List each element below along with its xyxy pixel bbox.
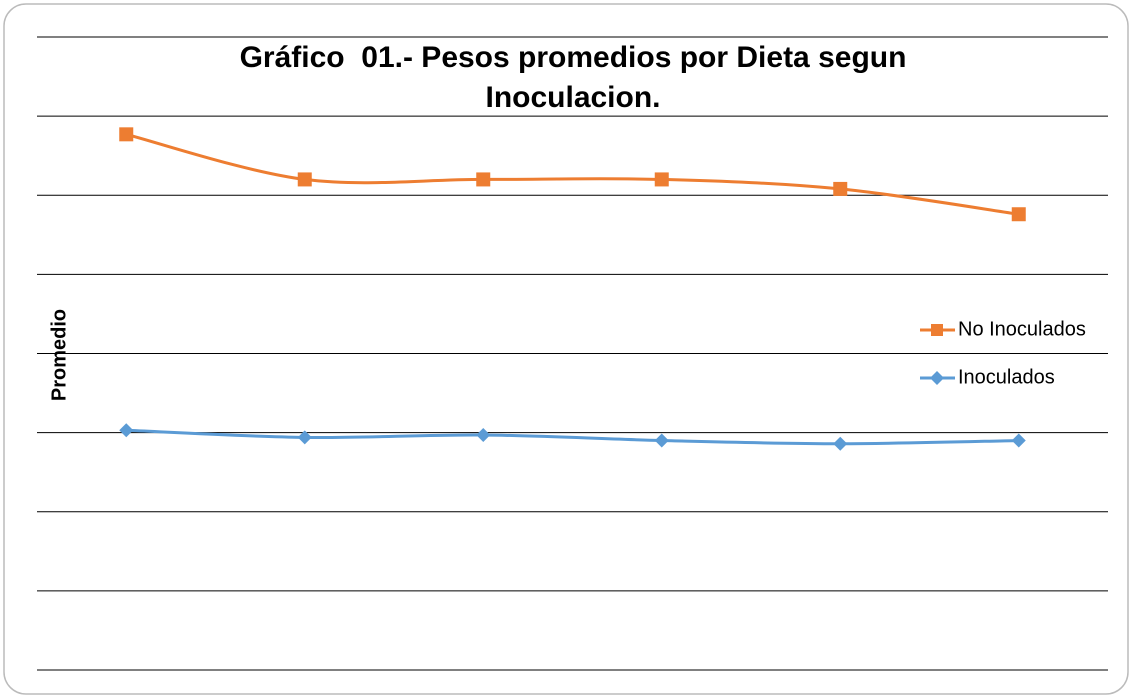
marker — [476, 172, 491, 187]
chart-title: Gráfico 01.- Pesos promedios por Dieta s… — [239, 41, 915, 114]
marker — [297, 430, 312, 445]
marker — [1011, 207, 1026, 222]
series-line — [126, 428, 1019, 446]
legend-marker — [930, 371, 944, 385]
marker — [833, 436, 848, 451]
marker — [476, 427, 491, 442]
legend-label: No Inoculados — [958, 318, 1086, 340]
marker — [119, 423, 134, 438]
series-line — [125, 132, 1019, 216]
frame — [3, 3, 1129, 695]
marker — [297, 172, 312, 187]
legend-label: Inoculados — [958, 366, 1055, 388]
marker — [654, 172, 669, 187]
marker — [833, 181, 848, 196]
y-axis-label: Promedio — [48, 309, 70, 401]
marker — [654, 433, 669, 448]
marker — [1011, 433, 1026, 448]
legend-marker — [931, 324, 943, 336]
marker — [119, 127, 134, 142]
